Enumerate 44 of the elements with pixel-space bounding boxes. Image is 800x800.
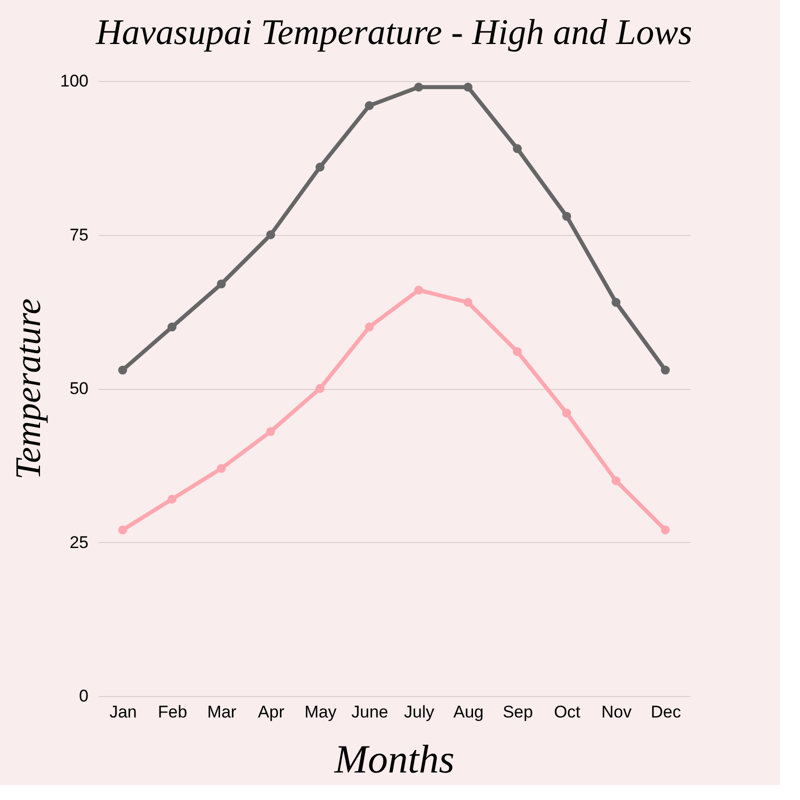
y-tick-label: 50 xyxy=(70,379,88,398)
point xyxy=(316,162,324,172)
point xyxy=(464,82,472,92)
point xyxy=(364,322,374,332)
point xyxy=(266,427,276,436)
point xyxy=(464,298,472,307)
x-tick-label: Dec xyxy=(650,702,682,722)
point xyxy=(118,366,128,375)
point xyxy=(562,408,572,418)
chart-title: Havasupai Temperature - High and Lows xyxy=(94,12,692,52)
y-axis-title: Temperature xyxy=(8,298,48,480)
y-tick-label: 0 xyxy=(79,686,88,706)
x-tick-label: June xyxy=(351,702,388,722)
point xyxy=(612,476,620,486)
point xyxy=(266,230,276,240)
x-tick-label: Oct xyxy=(554,702,581,722)
point xyxy=(168,494,176,504)
point xyxy=(118,525,128,534)
x-tick-label: May xyxy=(304,702,338,722)
point xyxy=(512,347,522,356)
y-tick-label: 25 xyxy=(70,532,88,552)
x-axis-title: Months xyxy=(334,736,454,782)
x-tick-label: Sep xyxy=(502,702,533,722)
x-tick-label: Aug xyxy=(453,702,484,722)
point xyxy=(660,525,670,534)
point xyxy=(216,279,226,288)
point xyxy=(512,144,522,154)
point xyxy=(612,298,620,307)
x-tick-label: July xyxy=(404,702,435,722)
point xyxy=(316,384,324,393)
x-tick-label: Feb xyxy=(158,702,188,722)
point xyxy=(414,286,424,295)
x-tick-label: Nov xyxy=(601,702,632,722)
point xyxy=(660,366,670,375)
y-tick-label: 100 xyxy=(60,72,88,90)
x-tick-label: Mar xyxy=(207,702,237,722)
x-tick-label: Jan xyxy=(109,702,137,722)
point xyxy=(414,82,424,92)
point xyxy=(562,212,572,221)
point xyxy=(216,464,226,473)
y-tick-label: 75 xyxy=(70,225,88,244)
point xyxy=(364,101,374,110)
point xyxy=(168,322,176,332)
x-tick-label: Apr xyxy=(258,702,285,722)
